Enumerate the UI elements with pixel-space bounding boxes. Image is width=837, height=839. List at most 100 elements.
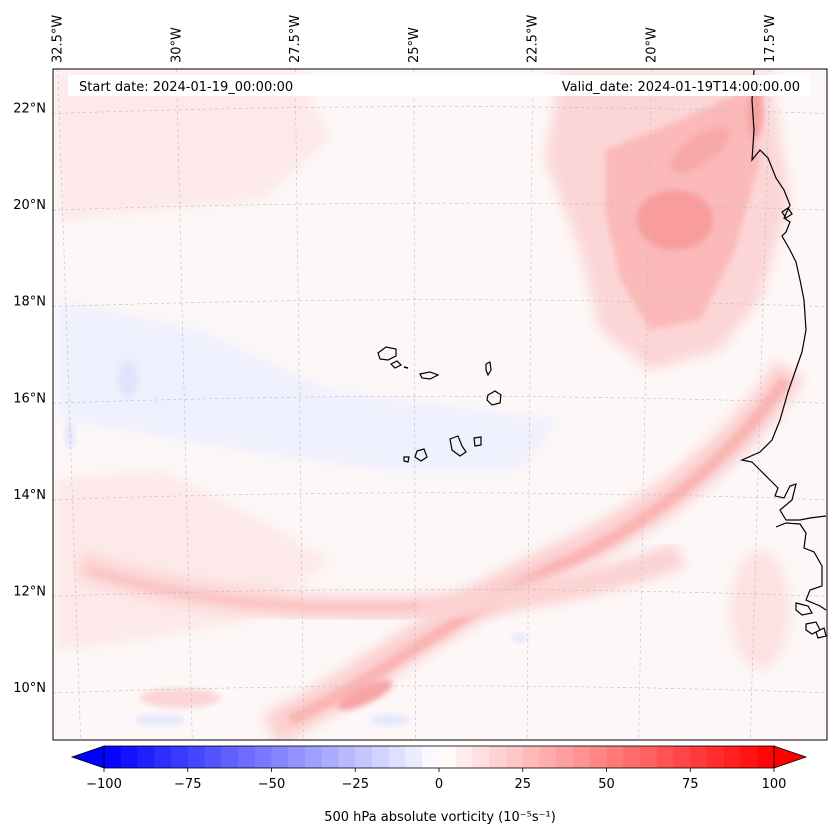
colorbar-segment <box>254 746 273 768</box>
santo-antao-island <box>377 346 397 361</box>
longitude-label: 27.5°W <box>288 15 303 63</box>
parallel-gridline <box>53 106 827 114</box>
negative-vorticity-area <box>118 360 138 396</box>
colorbar-tick-label: 75 <box>682 777 699 792</box>
graticule <box>53 69 827 740</box>
colorbar-segment <box>640 746 658 768</box>
latitude-labels: 22°N 20°N 18°N 16°N 14°N 12°N 10°N <box>13 102 46 696</box>
longitude-label: 25°W <box>407 27 422 63</box>
meridian-gridline <box>57 69 81 740</box>
colorbar-segment <box>606 746 624 768</box>
colorbar-segment <box>439 746 457 768</box>
santa-luzia-island <box>403 366 409 369</box>
positive-vorticity-band <box>88 566 421 612</box>
colorbar-segment <box>589 746 608 768</box>
colorbar-tick-label: −25 <box>342 777 369 792</box>
colorbar-segment <box>656 746 675 768</box>
date-label-background <box>68 75 810 96</box>
colorbar-segment <box>673 746 691 768</box>
colorbar-segment <box>573 746 591 768</box>
gambia-coast <box>775 522 827 611</box>
colorbar-tick-label: −75 <box>174 777 201 792</box>
colorbar-segment <box>455 746 474 768</box>
longitude-labels: 32.5°W 30°W 27.5°W 25°W 22.5°W 20°W 17.5°W <box>51 15 778 63</box>
colorbar-segment <box>690 746 708 768</box>
sal-island <box>485 361 492 377</box>
positive-vorticity-area <box>140 688 220 708</box>
meridian-gridline <box>294 69 305 740</box>
meridian-gridline <box>176 69 193 740</box>
colorbar-segment <box>372 746 390 768</box>
negative-vorticity-area <box>512 634 528 642</box>
colorbar-segment <box>556 746 574 768</box>
colorbar-tick-label: −100 <box>86 777 122 792</box>
fogo-island <box>414 448 428 462</box>
colorbar-label: 500 hPa absolute vorticity (10⁻⁵s⁻¹) <box>324 810 556 825</box>
latitude-label: 14°N <box>13 488 46 503</box>
positive-vorticity-band <box>287 376 790 726</box>
colorbar-tick-label: −50 <box>258 777 285 792</box>
parallel-gridline <box>53 299 827 308</box>
latitude-label: 20°N <box>13 198 46 213</box>
bijagos-islands <box>805 621 827 639</box>
colorbar-segment <box>288 746 306 768</box>
boa-vista-island <box>486 390 502 406</box>
parallel-gridline <box>53 589 827 597</box>
colorbar-max-extension <box>773 745 808 769</box>
meridian-gridline <box>413 69 416 740</box>
colorbar-segment <box>204 746 222 768</box>
colorbar-segment <box>104 746 122 768</box>
colorbar-segment <box>171 746 189 768</box>
latitude-label: 12°N <box>13 584 46 599</box>
colorbar-segment <box>422 746 440 768</box>
colorbar-segment <box>238 746 256 768</box>
colorbar-segment <box>723 746 742 768</box>
valid-date-label: Valid_date: 2024-01-19T14:00:00.00 <box>562 80 800 95</box>
colorbar-segment <box>539 746 557 768</box>
santiago-island <box>449 435 467 457</box>
longitude-label: 17.5°W <box>763 15 778 63</box>
colorbar-tick-label: 0 <box>435 777 443 792</box>
colorbar-min-extension <box>70 745 105 769</box>
longitude-label: 22.5°W <box>526 15 541 63</box>
longitude-label: 20°W <box>644 27 659 63</box>
colorbar-segment <box>757 746 775 768</box>
maio-island <box>473 436 482 447</box>
sao-nicolau-island <box>419 371 440 380</box>
parallel-gridline <box>53 685 827 694</box>
coastlines <box>377 69 827 639</box>
longitude-label: 30°W <box>169 27 184 63</box>
colorbar-segment <box>707 746 725 768</box>
colorbar-segment <box>154 746 172 768</box>
colorbar-segment <box>305 746 323 768</box>
colorbar-segment <box>221 746 239 768</box>
colorbar-segment <box>405 746 423 768</box>
meridian-gridline <box>749 69 771 740</box>
guinea-bissau-islands <box>795 602 813 616</box>
colorbar-segment <box>187 746 206 768</box>
vorticity-field <box>55 72 805 740</box>
colorbar-segment <box>388 746 407 768</box>
west-africa-coastline <box>740 69 827 521</box>
colorbar-segment <box>120 746 139 768</box>
latitude-label: 18°N <box>13 295 46 310</box>
coast-ne-islet <box>781 207 793 219</box>
colorbar-tick-label: 100 <box>762 777 787 792</box>
sao-vicente-island <box>389 360 403 369</box>
colorbar-segment <box>489 746 507 768</box>
meridian-gridline <box>638 69 652 740</box>
parallel-gridline <box>53 202 827 211</box>
colorbar-segment <box>623 746 641 768</box>
start-date-label: Start date: 2024-01-19_00:00:00 <box>79 80 293 95</box>
colorbar-segment <box>522 746 541 768</box>
colorbar-tick-label: 50 <box>598 777 615 792</box>
positive-vorticity-core <box>337 679 393 711</box>
brava-island <box>403 456 410 463</box>
longitude-label: 32.5°W <box>51 15 66 63</box>
map-frame <box>52 68 828 741</box>
colorbar-segment <box>506 746 524 768</box>
colorbar-tick-label: 25 <box>514 777 531 792</box>
latitude-label: 10°N <box>13 681 46 696</box>
colorbar-segment <box>355 746 373 768</box>
